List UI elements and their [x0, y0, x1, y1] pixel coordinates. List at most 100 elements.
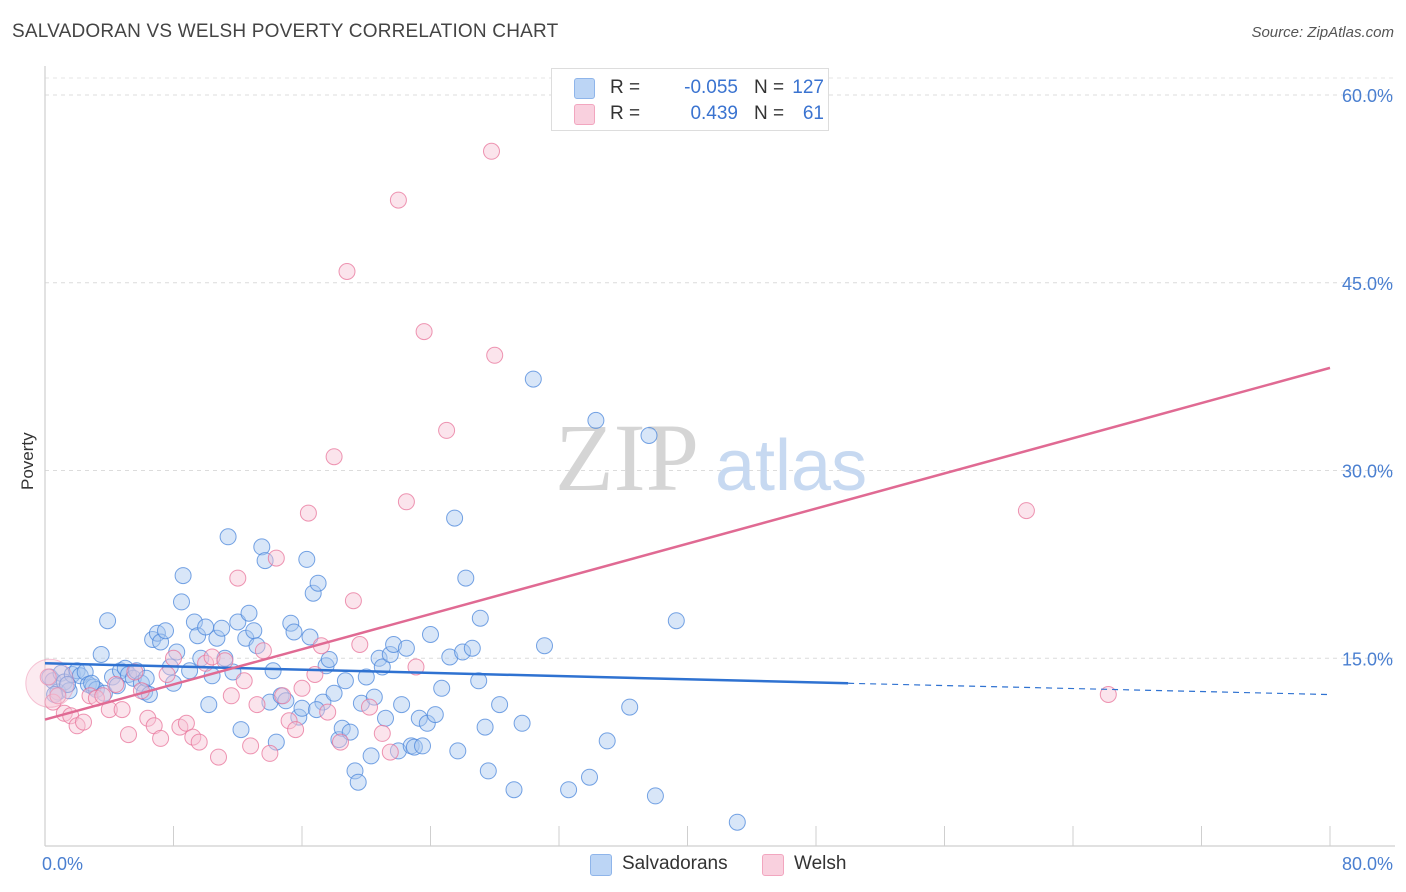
chart-source: Source: ZipAtlas.com: [1251, 24, 1394, 41]
welsh-point: [126, 663, 144, 681]
welsh-point: [319, 703, 337, 721]
welsh-point: [361, 698, 378, 716]
salvadoran-point: [377, 709, 394, 727]
salvadoran-point: [282, 614, 300, 632]
welsh-point: [254, 642, 272, 660]
welsh-point: [407, 658, 425, 676]
welsh-point: [235, 672, 253, 690]
salvadoran-point: [414, 737, 431, 755]
salvadoran-point: [229, 613, 247, 631]
salvadoran-point: [232, 721, 250, 739]
salvadoran-point: [667, 612, 685, 630]
salvadoran-point: [463, 639, 481, 657]
salvadoran-point: [253, 538, 271, 556]
legend-n-value: 127: [792, 77, 824, 98]
salvadoran-point: [598, 732, 616, 750]
welsh-point: [107, 676, 125, 693]
salvadoran-point: [245, 622, 263, 640]
legend-r-label: R =: [610, 103, 641, 124]
welsh-point: [332, 733, 349, 751]
y-tick-label: 15.0%: [1342, 649, 1393, 669]
welsh-point: [438, 421, 456, 439]
welsh-point: [152, 729, 170, 747]
welsh-point: [229, 569, 247, 587]
axes: [44, 66, 1395, 847]
welsh-point: [25, 658, 75, 708]
legend-swatch-welsh: [574, 104, 595, 125]
salvadoran-point: [449, 742, 467, 760]
welsh-point: [120, 726, 137, 744]
welsh-point: [373, 724, 391, 742]
welsh-point: [1099, 686, 1117, 703]
y-tick-label: 30.0%: [1342, 462, 1393, 482]
welsh-point: [39, 668, 57, 686]
salvadoran-point: [174, 567, 192, 585]
welsh-point: [177, 714, 195, 732]
salvadoran-point: [200, 696, 218, 714]
salvadoran-point: [60, 682, 78, 700]
salvadoran-point: [426, 706, 444, 724]
x-tick-label: 0.0%: [42, 854, 83, 874]
welsh-point: [287, 721, 305, 739]
welsh-point: [483, 142, 500, 160]
salvadoran-point: [99, 612, 117, 630]
welsh-point: [113, 701, 131, 719]
salvadoran-point: [357, 668, 375, 686]
welsh-point: [293, 679, 311, 697]
y-tick-label: 45.0%: [1342, 274, 1393, 294]
salvadoran-point: [422, 626, 439, 643]
salvadoran-point: [454, 643, 472, 661]
salvadoran-point: [181, 662, 199, 680]
x-tick-label: 80.0%: [1342, 854, 1393, 874]
welsh-point: [267, 549, 285, 567]
y-tick-label: 60.0%: [1342, 86, 1393, 106]
salvadoran-point: [640, 427, 658, 444]
salvadoran-point: [213, 619, 231, 637]
salvadoran-point: [397, 639, 415, 657]
watermark: ZIP atlas: [555, 404, 867, 511]
salvadoran-point: [320, 651, 338, 668]
legend-r-value: 0.439: [690, 103, 738, 124]
salvadoran-point: [587, 411, 605, 429]
welsh-point: [351, 636, 369, 653]
salvadoran-point: [410, 709, 428, 727]
salvadoran-point: [346, 762, 364, 780]
y-axis-label: Poverty: [18, 432, 37, 490]
welsh-point: [397, 493, 415, 511]
legend-n-value: 61: [802, 103, 824, 124]
salvadoran-point: [152, 633, 170, 651]
salvadoran-point: [333, 719, 351, 737]
legend-swatch-salvadorans: [574, 78, 595, 99]
welsh-point: [344, 592, 362, 610]
welsh-point: [274, 687, 292, 705]
salvadoran-point: [370, 649, 388, 667]
salvadoran-point: [457, 569, 475, 587]
welsh-point: [248, 696, 266, 714]
salvadoran-point: [301, 628, 319, 646]
salvadoran-point: [95, 684, 113, 702]
salvadoran-point: [560, 781, 578, 799]
welsh-point: [242, 737, 260, 755]
bottom-legend-swatch-welsh: [762, 854, 784, 876]
salvadoran-point: [362, 747, 380, 765]
chart-title: SALVADORAN VS WELSH POVERTY CORRELATION …: [12, 21, 559, 42]
salvadoran-point: [441, 648, 459, 666]
salvadoran-point: [524, 370, 542, 388]
salvadoran-point: [308, 701, 325, 719]
salvadoran-point: [365, 688, 383, 706]
salvadoran-trend-line: [44, 662, 849, 685]
salvadoran-point: [728, 813, 746, 831]
bottom-legend-label-welsh: Welsh: [794, 853, 847, 874]
watermark-atlas: atlas: [715, 426, 867, 506]
welsh-point: [415, 323, 433, 341]
salvadoran-point: [290, 708, 308, 726]
legend-n-label: N =: [754, 103, 785, 124]
salvadoran-point: [185, 613, 203, 631]
legend-r-value: -0.055: [684, 77, 738, 98]
bottom-legend-swatch-salvadorans: [590, 854, 612, 876]
salvadoran-point: [446, 509, 464, 527]
salvadoran-point: [298, 550, 316, 568]
salvadoran-point: [381, 646, 399, 663]
salvadoran-trend-extension: [848, 682, 1331, 696]
